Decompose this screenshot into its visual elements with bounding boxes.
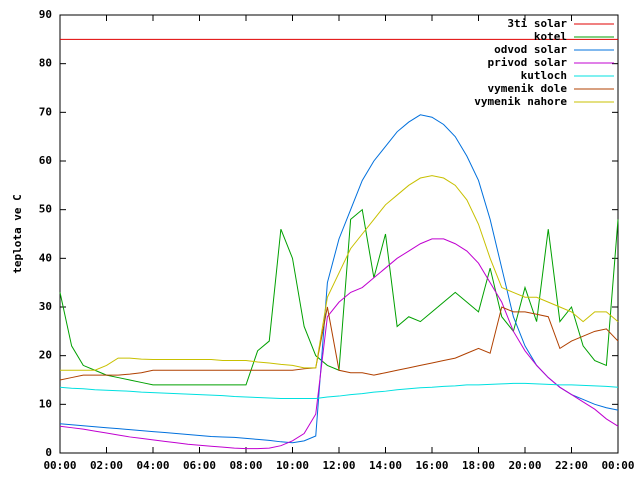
- x-tick-label: 02:00: [90, 459, 123, 472]
- x-tick-label: 14:00: [369, 459, 402, 472]
- y-tick-label: 0: [45, 446, 52, 459]
- series-line: [59, 382, 619, 399]
- legend-label: 3ti solar: [507, 17, 567, 30]
- legend-label: kotel: [534, 30, 567, 43]
- legend-label: kutloch: [521, 69, 567, 82]
- legend-label: vymenik nahore: [474, 95, 567, 108]
- series-line: [59, 238, 619, 450]
- series-line: [60, 175, 619, 371]
- legend-label: odvod solar: [494, 43, 567, 56]
- legend-label: vymenik dole: [488, 82, 568, 95]
- y-tick-label: 10: [39, 397, 52, 410]
- y-tick-label: 40: [39, 251, 52, 264]
- series-line: [59, 114, 619, 444]
- x-tick-label: 00:00: [601, 459, 634, 472]
- y-tick-label: 30: [39, 300, 52, 313]
- x-tick-label: 06:00: [183, 459, 216, 472]
- legend-label: privod solar: [488, 56, 568, 69]
- x-tick-label: 08:00: [229, 459, 262, 472]
- y-tick-label: 70: [39, 105, 52, 118]
- y-tick-label: 90: [39, 8, 52, 21]
- x-tick-label: 04:00: [136, 459, 169, 472]
- y-tick-label: 80: [39, 57, 52, 70]
- x-tick-label: 20:00: [508, 459, 541, 472]
- x-tick-label: 16:00: [415, 459, 448, 472]
- x-tick-label: 10:00: [276, 459, 309, 472]
- x-tick-label: 18:00: [462, 459, 495, 472]
- series-line: [59, 306, 619, 381]
- y-tick-label: 20: [39, 349, 52, 362]
- x-tick-label: 12:00: [322, 459, 355, 472]
- x-tick-label: 22:00: [555, 459, 588, 472]
- y-axis-label: teplota ve C: [11, 194, 24, 273]
- y-tick-label: 50: [39, 203, 52, 216]
- y-tick-label: 60: [39, 154, 52, 167]
- x-tick-label: 00:00: [43, 459, 76, 472]
